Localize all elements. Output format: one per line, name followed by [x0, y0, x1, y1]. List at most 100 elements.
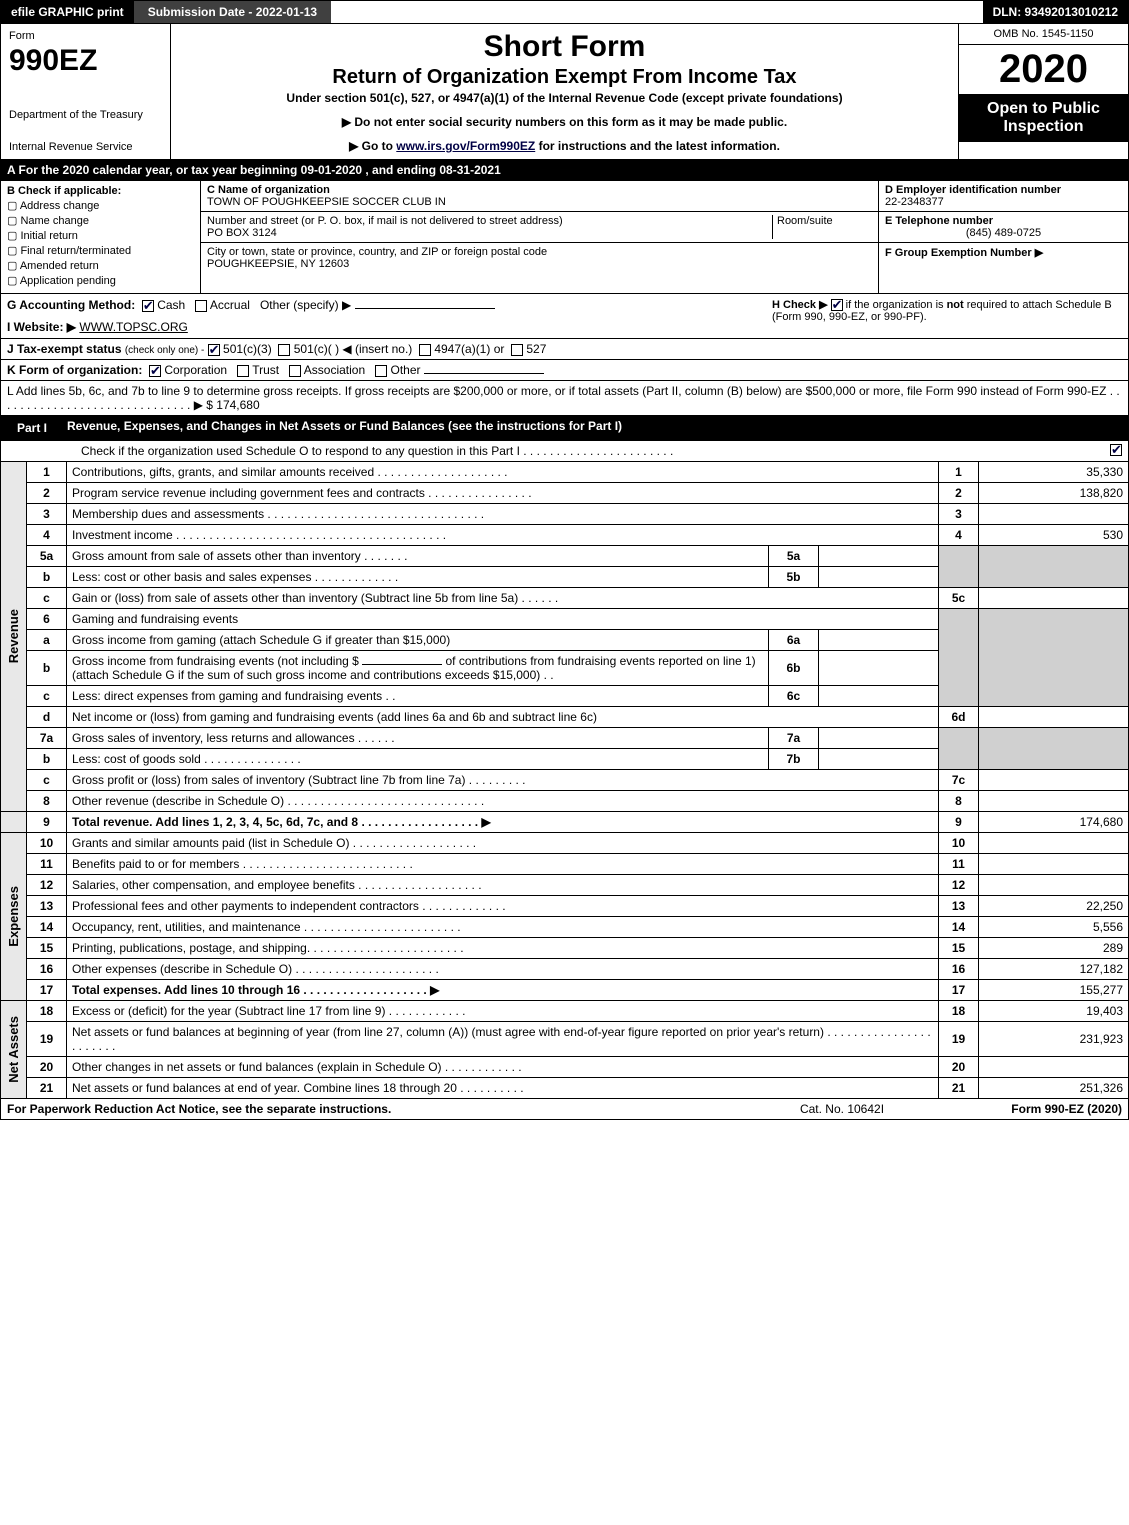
l18-amt: 19,403 — [979, 1001, 1129, 1022]
chk-501c[interactable] — [278, 344, 290, 356]
other-blank[interactable] — [355, 308, 495, 309]
l2-desc: Program service revenue including govern… — [67, 483, 939, 504]
topbar-spacer — [331, 1, 982, 23]
label-website: I Website: ▶ — [7, 320, 76, 334]
line-10: Expenses 10 Grants and similar amounts p… — [1, 833, 1129, 854]
subtitle: Under section 501(c), 527, or 4947(a)(1)… — [179, 91, 950, 105]
l20-ref: 20 — [939, 1057, 979, 1078]
title-short-form: Short Form — [179, 30, 950, 64]
line-7c: c Gross profit or (loss) from sales of i… — [1, 770, 1129, 791]
chk-final-return[interactable]: ▢ Final return/terminated — [7, 244, 194, 257]
l4-no: 4 — [27, 525, 67, 546]
line-3: 3 Membership dues and assessments . . . … — [1, 504, 1129, 525]
chk-4947[interactable] — [419, 344, 431, 356]
l15-amt: 289 — [979, 938, 1129, 959]
l6a-box: 6a — [769, 630, 819, 651]
l7c-desc: Gross profit or (loss) from sales of inv… — [67, 770, 939, 791]
l6-desc: Gaming and fundraising events — [67, 609, 939, 630]
l3-ref: 3 — [939, 504, 979, 525]
l6a-no: a — [27, 630, 67, 651]
website[interactable]: WWW.TOPSC.ORG — [79, 320, 187, 334]
chk-527[interactable] — [511, 344, 523, 356]
opt-other-org: Other — [391, 363, 421, 377]
l6c-desc: Less: direct expenses from gaming and fu… — [67, 686, 769, 707]
line-4: 4 Investment income . . . . . . . . . . … — [1, 525, 1129, 546]
chk-trust[interactable] — [237, 365, 249, 377]
chk-cash[interactable] — [142, 300, 154, 312]
chk-schedule-b[interactable] — [831, 299, 843, 311]
l7b-amt — [819, 749, 939, 770]
l6-shade-ref — [939, 609, 979, 707]
entity-block: B Check if applicable: ▢ Address change … — [0, 181, 1129, 294]
part1-label: Part I — [7, 419, 57, 437]
chk-501c3[interactable] — [208, 344, 220, 356]
l21-no: 21 — [27, 1078, 67, 1099]
dln: DLN: 93492013010212 — [983, 1, 1128, 23]
submission-date: Submission Date - 2022-01-13 — [134, 1, 331, 23]
section-e: E Telephone number (845) 489-0725 — [879, 212, 1128, 243]
l3-amt — [979, 504, 1129, 525]
l6a-desc: Gross income from gaming (attach Schedul… — [67, 630, 769, 651]
chk-schedule-o[interactable] — [1110, 444, 1122, 456]
l18-desc: Excess or (deficit) for the year (Subtra… — [67, 1001, 939, 1022]
chk-accrual[interactable] — [195, 300, 207, 312]
chk-name-change[interactable]: ▢ Name change — [7, 214, 194, 227]
l11-ref: 11 — [939, 854, 979, 875]
opt-association: Association — [304, 363, 365, 377]
chk-corporation[interactable] — [149, 365, 161, 377]
irs-link[interactable]: www.irs.gov/Form990EZ — [396, 139, 535, 153]
label-group-exemption: F Group Exemption Number ▶ — [885, 246, 1122, 259]
l16-desc: Other expenses (describe in Schedule O) … — [67, 959, 939, 980]
l6b-no: b — [27, 651, 67, 686]
h-not: not — [947, 299, 964, 311]
chk-association[interactable] — [289, 365, 301, 377]
l15-desc: Printing, publications, postage, and shi… — [67, 938, 939, 959]
l19-ref: 19 — [939, 1022, 979, 1057]
l15-ref: 15 — [939, 938, 979, 959]
opt-accrual: Accrual — [210, 298, 250, 312]
l7-shade-amt — [979, 728, 1129, 770]
line-1: Revenue 1 Contributions, gifts, grants, … — [1, 462, 1129, 483]
l13-no: 13 — [27, 896, 67, 917]
org-name-row: C Name of organization TOWN OF POUGHKEEP… — [201, 181, 878, 212]
chk-application-pending[interactable]: ▢ Application pending — [7, 274, 194, 287]
chk-address-change[interactable]: ▢ Address change — [7, 199, 194, 212]
line-11: 11 Benefits paid to or for members . . .… — [1, 854, 1129, 875]
line-21: 21 Net assets or fund balances at end of… — [1, 1078, 1129, 1099]
l21-ref: 21 — [939, 1078, 979, 1099]
l5a-amt — [819, 546, 939, 567]
opt-corporation: Corporation — [164, 363, 227, 377]
l16-ref: 16 — [939, 959, 979, 980]
footer-notice: For Paperwork Reduction Act Notice, see … — [7, 1102, 742, 1116]
l17-desc: Total expenses. Add lines 10 through 16 … — [67, 980, 939, 1001]
opt-4947: 4947(a)(1) or — [434, 342, 504, 356]
l11-desc: Benefits paid to or for members . . . . … — [67, 854, 939, 875]
line-9: 9 Total revenue. Add lines 1, 2, 3, 4, 5… — [1, 812, 1129, 833]
part1-check-text: Check if the organization used Schedule … — [81, 444, 673, 458]
l7b-desc: Less: cost of goods sold . . . . . . . .… — [67, 749, 769, 770]
line-15: 15 Printing, publications, postage, and … — [1, 938, 1129, 959]
l18-no: 18 — [27, 1001, 67, 1022]
l5c-desc: Gain or (loss) from sale of assets other… — [67, 588, 939, 609]
l8-ref: 8 — [939, 791, 979, 812]
l21-amt: 251,326 — [979, 1078, 1129, 1099]
l6b-desc: Gross income from fundraising events (no… — [67, 651, 769, 686]
section-b-title: B Check if applicable: — [7, 185, 194, 197]
l19-no: 19 — [27, 1022, 67, 1057]
chk-initial-return[interactable]: ▢ Initial return — [7, 229, 194, 242]
l6b-blank[interactable] — [362, 664, 442, 665]
other-org-blank[interactable] — [424, 373, 544, 374]
l14-amt: 5,556 — [979, 917, 1129, 938]
header-mid: Short Form Return of Organization Exempt… — [171, 24, 958, 159]
part1-title: Revenue, Expenses, and Changes in Net As… — [57, 419, 1122, 437]
j-sub: (check only one) - — [125, 345, 204, 356]
chk-amended-return[interactable]: ▢ Amended return — [7, 259, 194, 272]
line-14: 14 Occupancy, rent, utilities, and maint… — [1, 917, 1129, 938]
open-to-public: Open to Public Inspection — [959, 94, 1128, 142]
l13-desc: Professional fees and other payments to … — [67, 896, 939, 917]
l9-no: 9 — [27, 812, 67, 833]
row-l: L Add lines 5b, 6c, and 7b to line 9 to … — [0, 381, 1129, 416]
chk-other-org[interactable] — [375, 365, 387, 377]
form-header: Form 990EZ Department of the Treasury In… — [0, 24, 1129, 160]
line-12: 12 Salaries, other compensation, and emp… — [1, 875, 1129, 896]
